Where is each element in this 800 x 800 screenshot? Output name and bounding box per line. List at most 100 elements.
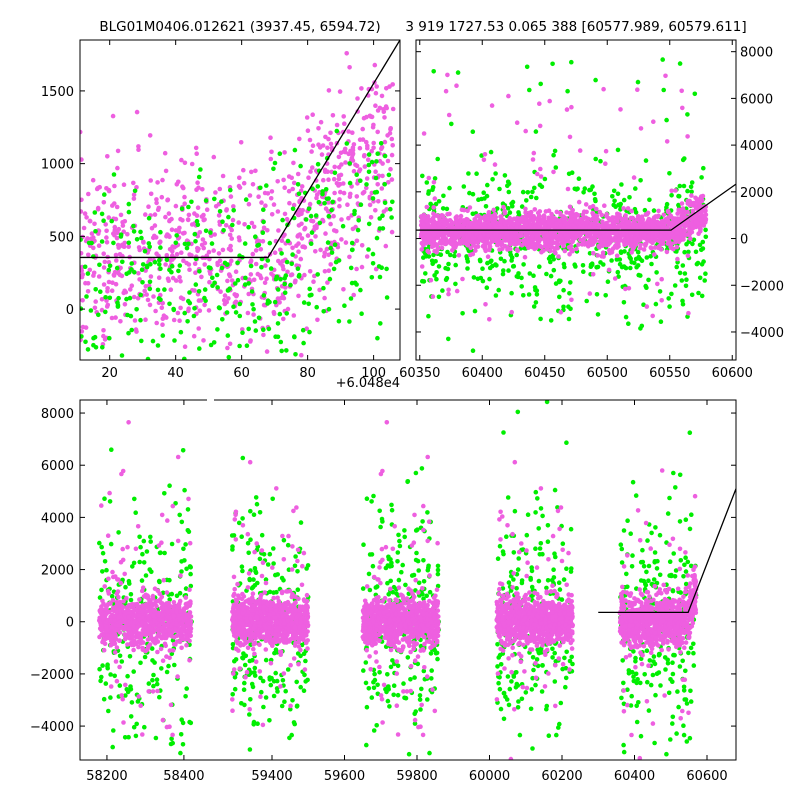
data-point: [494, 242, 500, 248]
data-point: [682, 156, 687, 161]
data-point: [84, 215, 89, 220]
data-point: [191, 333, 197, 339]
data-point: [87, 218, 93, 224]
data-point: [656, 220, 661, 226]
data-point: [390, 82, 396, 87]
data-point: [301, 300, 307, 305]
data-point: [486, 232, 492, 238]
data-point: [339, 217, 344, 222]
data-point: [331, 228, 337, 233]
data-point: [247, 193, 253, 198]
data-point: [539, 184, 545, 189]
data-point: [265, 191, 271, 196]
data-point: [243, 275, 248, 281]
data-point: [526, 292, 532, 297]
data-point: [137, 597, 142, 602]
data-point: [341, 287, 346, 292]
data-point: [282, 232, 287, 238]
data-point: [307, 329, 312, 335]
data-point: [102, 192, 107, 197]
data-point: [569, 59, 574, 65]
data-point: [99, 211, 105, 217]
data-point: [263, 203, 268, 208]
data-point: [202, 240, 208, 246]
data-point: [284, 311, 290, 316]
data-point: [531, 304, 537, 309]
data-point: [580, 220, 585, 226]
data-point: [641, 247, 647, 252]
data-point: [638, 245, 643, 251]
data-point: [271, 202, 277, 207]
data-point: [688, 184, 694, 190]
data-point: [677, 270, 683, 276]
data-point: [91, 245, 96, 251]
data-point: [208, 265, 213, 271]
data-point: [681, 221, 687, 227]
data-point: [382, 115, 387, 120]
data-point: [569, 104, 574, 110]
data-point: [197, 230, 203, 235]
data-point: [179, 717, 184, 722]
data-point: [185, 507, 191, 512]
data-point: [282, 281, 288, 287]
data-point: [682, 271, 688, 276]
data-point: [113, 252, 119, 258]
data-point: [377, 274, 383, 280]
data-point: [322, 167, 328, 173]
x-tick-label: 60500: [587, 366, 628, 381]
data-point: [141, 538, 147, 544]
data-point: [377, 158, 383, 164]
data-point: [227, 232, 233, 238]
data-point: [600, 223, 606, 228]
data-point: [679, 278, 685, 283]
data-point: [625, 206, 631, 211]
data-point: [146, 689, 151, 694]
data-point: [229, 236, 234, 241]
data-point: [690, 208, 696, 214]
data-point: [344, 51, 350, 56]
data-point: [630, 228, 636, 234]
data-point: [273, 276, 279, 282]
data-point: [174, 233, 179, 238]
y-tick-label: −4000: [740, 326, 784, 341]
data-point: [148, 534, 153, 540]
data-point: [80, 209, 84, 214]
data-point: [148, 191, 154, 197]
data-point: [615, 269, 621, 275]
data-point: [679, 88, 684, 94]
data-point: [351, 292, 357, 298]
data-point: [504, 232, 509, 237]
data-point: [459, 207, 465, 213]
data-point: [537, 222, 543, 227]
data-point: [359, 264, 365, 270]
data-point: [260, 230, 266, 235]
data-point: [473, 248, 478, 253]
data-point: [203, 228, 209, 234]
data-point: [374, 235, 380, 241]
data-point: [685, 253, 691, 259]
data-point: [213, 190, 218, 195]
data-point: [256, 242, 262, 248]
data-point: [322, 200, 327, 206]
data-point: [384, 295, 390, 300]
data-point: [145, 297, 151, 303]
data-point: [169, 263, 175, 269]
data-point: [321, 309, 327, 314]
data-point: [160, 590, 166, 596]
data-point: [343, 160, 348, 165]
data-point: [375, 182, 381, 187]
data-point: [673, 188, 678, 193]
data-point: [282, 211, 288, 217]
data-point: [208, 230, 213, 235]
data-point: [295, 182, 301, 187]
data-point: [140, 551, 145, 557]
data-point: [86, 252, 91, 258]
data-point: [350, 247, 355, 253]
data-point: [144, 549, 150, 554]
data-point: [104, 240, 110, 245]
data-point: [551, 152, 556, 158]
data-point: [563, 220, 568, 225]
data-point: [198, 167, 203, 172]
data-point: [323, 187, 329, 192]
data-point: [154, 200, 159, 206]
